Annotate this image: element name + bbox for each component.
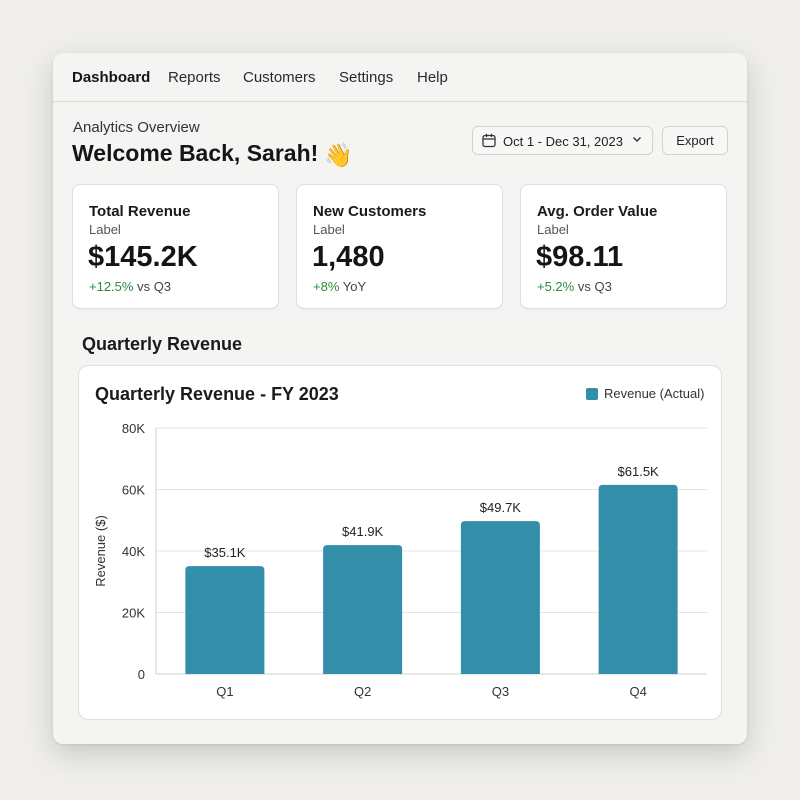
kpi-card-avg-order-value: Avg. Order Value Label $98.11 +5.2% vs Q… [520,184,727,309]
kpi-sublabel: Label [313,222,345,237]
bar-q3 [460,521,540,674]
data-label: $35.1K [204,545,246,560]
chevron-down-icon [633,137,641,142]
x-tick-label: Q3 [492,684,509,699]
kpi-change-suffix: vs Q3 [137,279,172,294]
y-tick-label: 40K [122,544,145,559]
legend-label: Revenue (Actual) [604,386,705,401]
waving-hand-icon: 👋 [324,142,353,168]
date-range-picker[interactable]: Oct 1 - Dec 31, 2023 [472,126,653,155]
nav-reports[interactable]: Reports [168,69,221,86]
kpi-title: New Customers [313,203,427,220]
kpi-value: $98.11 [536,241,624,273]
kpi-change: +8% YoY [313,279,366,294]
nav-settings[interactable]: Settings [339,69,394,86]
bar-chart: 0 20K 40K 60K 80K Revenue ($) $35.1K Q1 $41.9K Q2… [93,421,707,699]
legend-swatch [586,388,598,400]
nav-customers[interactable]: Customers [243,69,316,86]
data-label: $61.5K [618,464,660,479]
kpi-change-value: +12.5% [89,279,134,294]
nav-dashboard[interactable]: Dashboard [72,69,151,86]
kpi-change-value: +5.2% [537,279,575,294]
x-tick-label: Q2 [354,684,371,699]
top-navigation: Dashboard Reports Customers Settings Hel… [53,53,747,102]
bar-q2 [323,545,403,674]
kpi-card-new-customers: New Customers Label 1,480 +8% YoY [296,184,503,309]
dashboard-window: Dashboard Reports Customers Settings Hel… [53,53,747,744]
kpi-change-suffix: YoY [342,279,367,294]
nav-help[interactable]: Help [417,69,448,86]
y-axis-label: Revenue ($) [93,515,108,587]
bar-q4 [598,484,678,674]
y-tick-label: 20K [122,606,145,621]
kpi-value: $145.2K [88,241,198,273]
data-label: $49.7K [480,500,522,515]
page-title: Welcome Back, Sarah! 👋 [72,140,353,169]
kpi-title: Avg. Order Value [537,203,658,220]
kpi-card-total-revenue: Total Revenue Label $145.2K +12.5% vs Q3 [72,184,279,309]
page-subtitle: Analytics Overview [73,119,200,136]
calendar-icon [482,133,496,148]
data-label: $41.9K [342,524,384,539]
quarterly-revenue-chart-card: Quarterly Revenue - FY 2023 Revenue (Act… [78,365,722,720]
kpi-change: +5.2% vs Q3 [537,279,612,294]
welcome-text: Welcome Back, Sarah! [72,140,319,166]
chart-title: Quarterly Revenue - FY 2023 [95,384,339,404]
kpi-value: 1,480 [312,241,385,273]
kpi-title: Total Revenue [89,203,191,220]
export-button[interactable]: Export [662,126,728,155]
x-tick-label: Q4 [629,684,646,699]
kpi-sublabel: Label [537,222,569,237]
chart-legend: Revenue (Actual) [586,386,704,401]
kpi-change-value: +8% [313,279,340,294]
section-title: Quarterly Revenue [82,334,243,354]
y-tick-label: 80K [122,421,145,436]
y-tick-label: 60K [122,483,145,498]
bar-q1 [185,566,265,674]
kpi-change: +12.5% vs Q3 [89,279,171,294]
kpi-sublabel: Label [89,222,121,237]
x-tick-label: Q1 [216,684,233,699]
y-tick-label: 0 [138,667,145,682]
kpi-change-suffix: vs Q3 [577,279,612,294]
date-range-label: Oct 1 - Dec 31, 2023 [503,134,623,149]
